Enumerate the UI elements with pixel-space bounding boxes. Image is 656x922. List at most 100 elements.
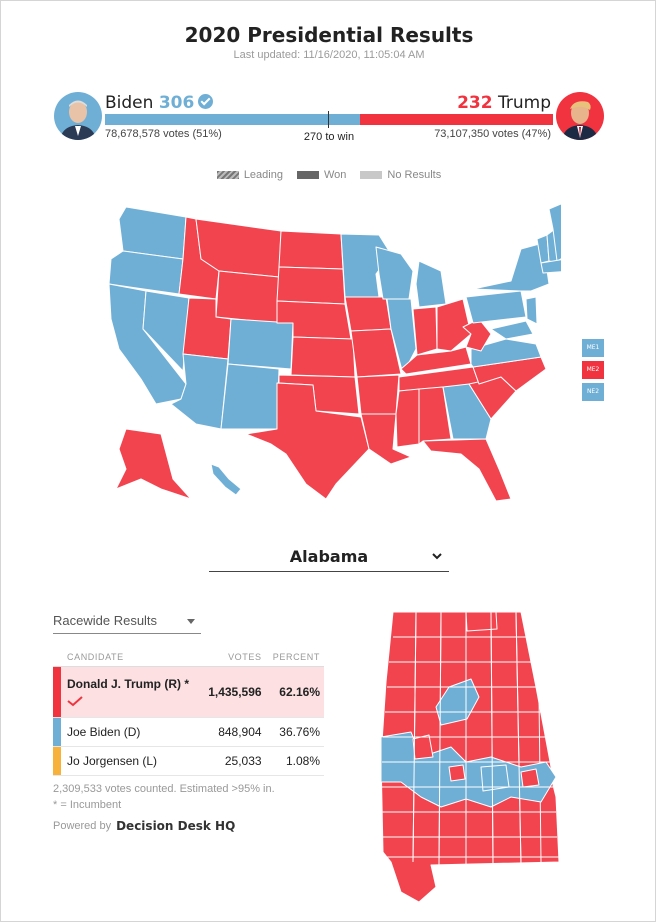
- candidate-name: Donald J. Trump (R) *: [67, 676, 190, 691]
- biden-popular-votes: 78,678,578 votes (51%): [105, 128, 222, 140]
- candidate-name: Jo Jorgensen (L): [61, 746, 201, 776]
- candidate-color: [53, 746, 61, 776]
- state-nd: [278, 230, 344, 270]
- candidate-cell: Donald J. Trump (R) *: [61, 666, 201, 718]
- legend-leading-label: Leading: [243, 169, 283, 181]
- table-row: Donald J. Trump (R) * 1,435,596 62.16%: [53, 666, 324, 718]
- winner-check-icon: [198, 94, 214, 109]
- col-percent: PERCENT: [265, 649, 324, 667]
- county-jefferson: [435, 678, 480, 726]
- legend-won: Won: [296, 169, 347, 181]
- biden-name: Biden: [105, 93, 154, 113]
- col-votes: VOTES: [200, 649, 266, 667]
- map-legend: Leading Won No Results: [1, 169, 656, 181]
- state-ks: [290, 336, 356, 378]
- threshold-label: 270 to win: [303, 131, 355, 143]
- candidate-color: [53, 717, 61, 747]
- state-ny: [472, 242, 550, 292]
- chevron-down-icon: [432, 553, 442, 560]
- trump-bar-segment: [359, 114, 553, 125]
- state-co: [227, 318, 294, 370]
- candidate-votes: 848,904: [200, 717, 266, 747]
- district-box-ne2[interactable]: NE2: [582, 383, 604, 401]
- legend-won-label: Won: [323, 169, 347, 181]
- us-electoral-map[interactable]: [101, 199, 561, 504]
- state-ia: [344, 296, 392, 332]
- candidate-percent: 62.16%: [265, 666, 324, 718]
- state-ak: [115, 428, 192, 500]
- no-results-swatch: [360, 171, 383, 179]
- provider-logo[interactable]: Decision Desk HQ: [116, 819, 236, 833]
- votes-summary: 2,309,533 votes counted. Estimated >95% …: [53, 783, 275, 795]
- trump-name: Trump: [497, 93, 551, 113]
- state-ma: [540, 259, 561, 274]
- candidate-percent: 36.76%: [265, 717, 324, 747]
- legend-leading: Leading: [216, 169, 283, 181]
- county-dallas: [448, 764, 466, 782]
- state-ms: [395, 388, 420, 448]
- district-box-me1[interactable]: ME1: [582, 339, 604, 357]
- state-md: [490, 320, 534, 340]
- dropdown-arrow-icon: [187, 619, 195, 624]
- state-nm: [220, 363, 280, 430]
- state-sd: [276, 266, 346, 305]
- county-madison: [465, 611, 498, 632]
- county-perry: [412, 734, 434, 760]
- district-box-me2[interactable]: ME2: [582, 361, 604, 379]
- state-hi: [210, 463, 242, 496]
- trump-electoral-votes: 232: [457, 93, 493, 113]
- powered-by-label: Powered by: [53, 820, 112, 832]
- won-swatch: [296, 171, 319, 179]
- checkmark-icon: [67, 695, 83, 706]
- alabama-outline: [380, 611, 560, 903]
- biden-label: Biden 306: [105, 93, 214, 113]
- legend-no-results-label: No Results: [387, 169, 442, 181]
- table-row: Joe Biden (D) 848,904 36.76%: [53, 717, 324, 747]
- state-selector[interactable]: Alabama: [209, 547, 449, 572]
- incumbent-note: * = Incumbent: [53, 799, 122, 811]
- state-wy: [215, 270, 280, 324]
- state-wa: [118, 206, 187, 260]
- candidate-color: [53, 666, 61, 718]
- state-nj: [525, 296, 538, 325]
- state-mi: [415, 260, 447, 308]
- state-ar: [356, 374, 400, 415]
- candidate-votes: 1,435,596: [200, 666, 266, 718]
- state-in: [412, 306, 438, 356]
- table-row: Jo Jorgensen (L) 25,033 1.08%: [53, 746, 324, 776]
- results-header-row: CANDIDATE VOTES PERCENT: [53, 649, 324, 667]
- biden-avatar: [54, 92, 102, 140]
- state-fl: [422, 438, 512, 502]
- last-updated: Last updated: 11/16/2020, 11:05:04 AM: [233, 49, 425, 61]
- page-title: 2020 Presidential Results: [184, 23, 474, 47]
- race-view-label: Racewide Results: [53, 613, 158, 628]
- biden-electoral-votes: 306: [158, 93, 195, 113]
- candidate-name: Joe Biden (D): [61, 717, 201, 747]
- state-al: [418, 386, 452, 445]
- leading-swatch: [216, 171, 239, 179]
- trump-popular-votes: 73,107,350 votes (47%): [434, 128, 551, 140]
- trump-avatar: [556, 92, 604, 140]
- col-candidate: CANDIDATE: [53, 649, 201, 667]
- state-wi: [375, 246, 414, 300]
- threshold-marker: [328, 111, 329, 128]
- legend-no-results: No Results: [360, 169, 441, 181]
- electoral-vote-bar: [105, 114, 553, 125]
- state-mo: [350, 328, 402, 378]
- state-pa: [465, 290, 527, 324]
- candidate-percent: 1.08%: [265, 746, 324, 776]
- candidate-votes: 25,033: [200, 746, 266, 776]
- alabama-county-map[interactable]: [371, 607, 566, 907]
- state-oh: [436, 298, 472, 352]
- selected-state: Alabama: [289, 547, 369, 566]
- county-blackbelt: [380, 731, 557, 808]
- county-macon: [520, 768, 540, 788]
- race-view-selector[interactable]: Racewide Results: [53, 613, 201, 634]
- trump-label: 232 Trump: [457, 93, 551, 113]
- state-ga: [442, 383, 492, 440]
- biden-bar-segment: [105, 114, 360, 125]
- powered-by: Powered by Decision Desk HQ: [53, 819, 235, 833]
- state-tx: [245, 382, 370, 500]
- state-nv: [142, 290, 190, 372]
